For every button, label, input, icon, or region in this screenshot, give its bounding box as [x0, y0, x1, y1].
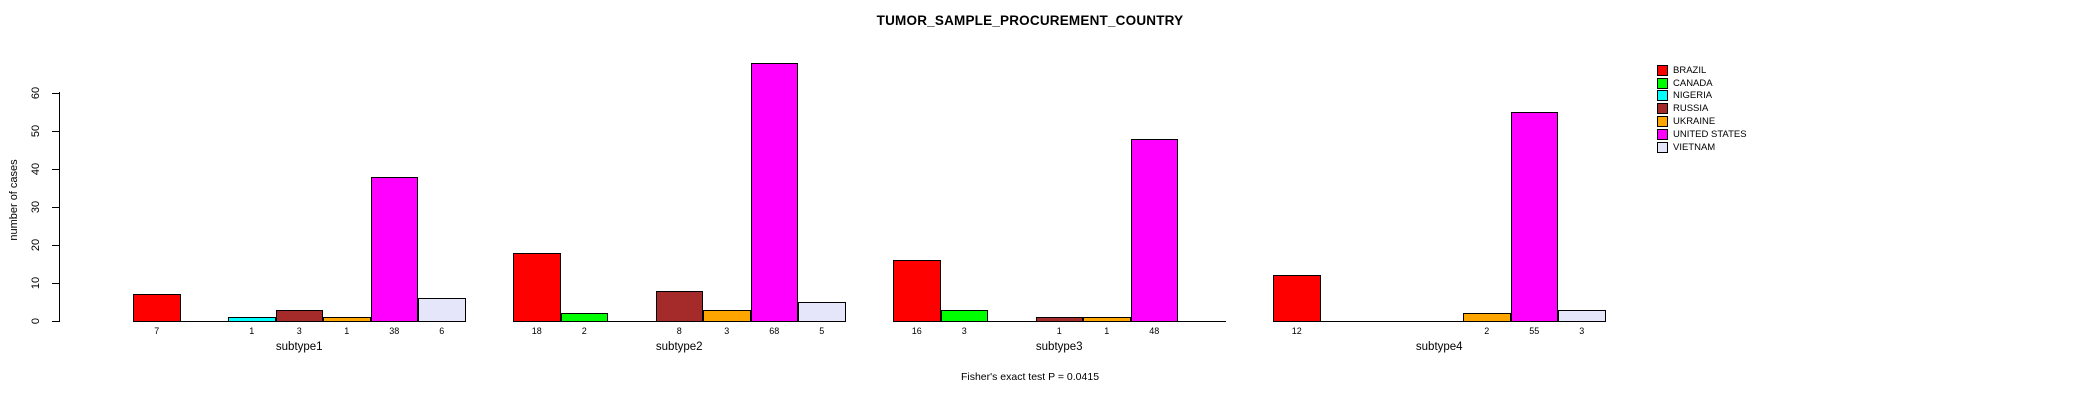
bar-united-states-subtype3: [1130, 138, 1178, 322]
y-tick-label: 20: [30, 238, 42, 252]
y-tick-label: 50: [30, 124, 42, 138]
legend-label: UNITED STATES: [1673, 128, 1747, 140]
bar-brazil-subtype4: [1273, 275, 1321, 322]
y-tick-mark: [52, 131, 59, 132]
legend-swatch-icon: [1657, 77, 1668, 89]
bar-value-label: 5: [819, 326, 825, 336]
bar-russia-subtype3: [1035, 317, 1083, 322]
bar-value-label: 55: [1529, 326, 1540, 336]
legend-item: NIGERIA: [1657, 90, 1747, 103]
x-category-label: subtype3: [1035, 341, 1083, 353]
bar-value-label: 8: [676, 326, 682, 336]
legend-swatch-icon: [1657, 128, 1668, 140]
legend-item: CANADA: [1657, 77, 1747, 90]
footnote-text: Fisher's exact test P = 0.0415: [960, 371, 1100, 383]
bar-value-label: 1: [344, 326, 350, 336]
y-axis-line: [59, 92, 60, 322]
bar-value-label: 1: [249, 326, 255, 336]
bar-value-label: 3: [296, 326, 302, 336]
legend-item: BRAZIL: [1657, 64, 1747, 77]
bar-nigeria-subtype1: [228, 317, 276, 322]
bar-value-label: 6: [439, 326, 445, 336]
legend-swatch-icon: [1657, 90, 1668, 102]
bar-value-label: 18: [531, 326, 542, 336]
bar-vietnam-subtype1: [418, 298, 466, 322]
legend-swatch-icon: [1657, 64, 1668, 76]
bar-value-label: 7: [154, 326, 160, 336]
y-tick-label: 40: [30, 162, 42, 176]
bar-vietnam-subtype4: [1558, 309, 1606, 322]
bar-brazil-subtype2: [513, 252, 561, 322]
bar-canada-subtype2: [560, 313, 608, 322]
bar-ukraine-subtype3: [1083, 317, 1131, 322]
legend-item: RUSSIA: [1657, 102, 1747, 115]
bar-value-label: 3: [724, 326, 730, 336]
bar-canada-subtype3: [940, 309, 988, 322]
y-tick-label: 60: [30, 86, 42, 100]
y-tick-mark: [52, 93, 59, 94]
x-category-label: subtype1: [275, 341, 323, 353]
y-tick-mark: [52, 207, 59, 208]
y-tick-mark: [52, 321, 59, 322]
legend-label: VIETNAM: [1673, 141, 1716, 153]
y-tick-label: 0: [30, 317, 42, 325]
bar-ukraine-subtype1: [323, 317, 371, 322]
legend-swatch-icon: [1657, 116, 1668, 128]
bar-united-states-subtype2: [750, 62, 798, 322]
bar-value-label: 48: [1149, 326, 1160, 336]
y-tick-label: 30: [30, 200, 42, 214]
chart-title: TUMOR_SAMPLE_PROCUREMENT_COUNTRY: [876, 13, 1184, 28]
bar-value-label: 68: [769, 326, 780, 336]
bar-russia-subtype2: [655, 290, 703, 322]
bar-value-label: 2: [581, 326, 587, 336]
bar-ukraine-subtype2: [703, 309, 751, 322]
bar-russia-subtype1: [275, 309, 323, 322]
y-tick-mark: [52, 169, 59, 170]
x-category-label: subtype2: [655, 341, 703, 353]
legend-label: CANADA: [1673, 77, 1713, 89]
bar-brazil-subtype3: [893, 260, 941, 322]
bar-value-label: 1: [1056, 326, 1062, 336]
legend-label: BRAZIL: [1673, 64, 1707, 76]
bar-ukraine-subtype4: [1463, 313, 1511, 322]
y-tick-mark: [52, 283, 59, 284]
bar-united-states-subtype1: [370, 176, 418, 322]
bar-value-label: 3: [1579, 326, 1585, 336]
legend: BRAZIL CANADA NIGERIA RUSSIA UKRAINE UNITED S…: [1657, 64, 1747, 154]
bar-brazil-subtype1: [133, 294, 181, 322]
legend-item: VIETNAM: [1657, 141, 1747, 154]
legend-label: NIGERIA: [1673, 90, 1713, 102]
bar-value-label: 1: [1104, 326, 1110, 336]
legend-swatch-icon: [1657, 141, 1668, 153]
legend-label: RUSSIA: [1673, 103, 1709, 115]
bar-value-label: 12: [1291, 326, 1302, 336]
bar-value-label: 3: [961, 326, 967, 336]
y-tick-mark: [52, 245, 59, 246]
legend-swatch-icon: [1657, 103, 1668, 115]
legend-item: UNITED STATES: [1657, 128, 1747, 141]
legend-label: UKRAINE: [1673, 116, 1716, 128]
bar-value-label: 16: [911, 326, 922, 336]
y-tick-label: 10: [30, 276, 42, 290]
legend-item: UKRAINE: [1657, 115, 1747, 128]
bar-united-states-subtype4: [1510, 112, 1558, 322]
group-baseline: [1273, 321, 1606, 322]
bar-value-label: 2: [1484, 326, 1490, 336]
bar-value-label: 38: [389, 326, 400, 336]
bar-vietnam-subtype2: [798, 302, 846, 322]
x-category-label: subtype4: [1415, 341, 1463, 353]
